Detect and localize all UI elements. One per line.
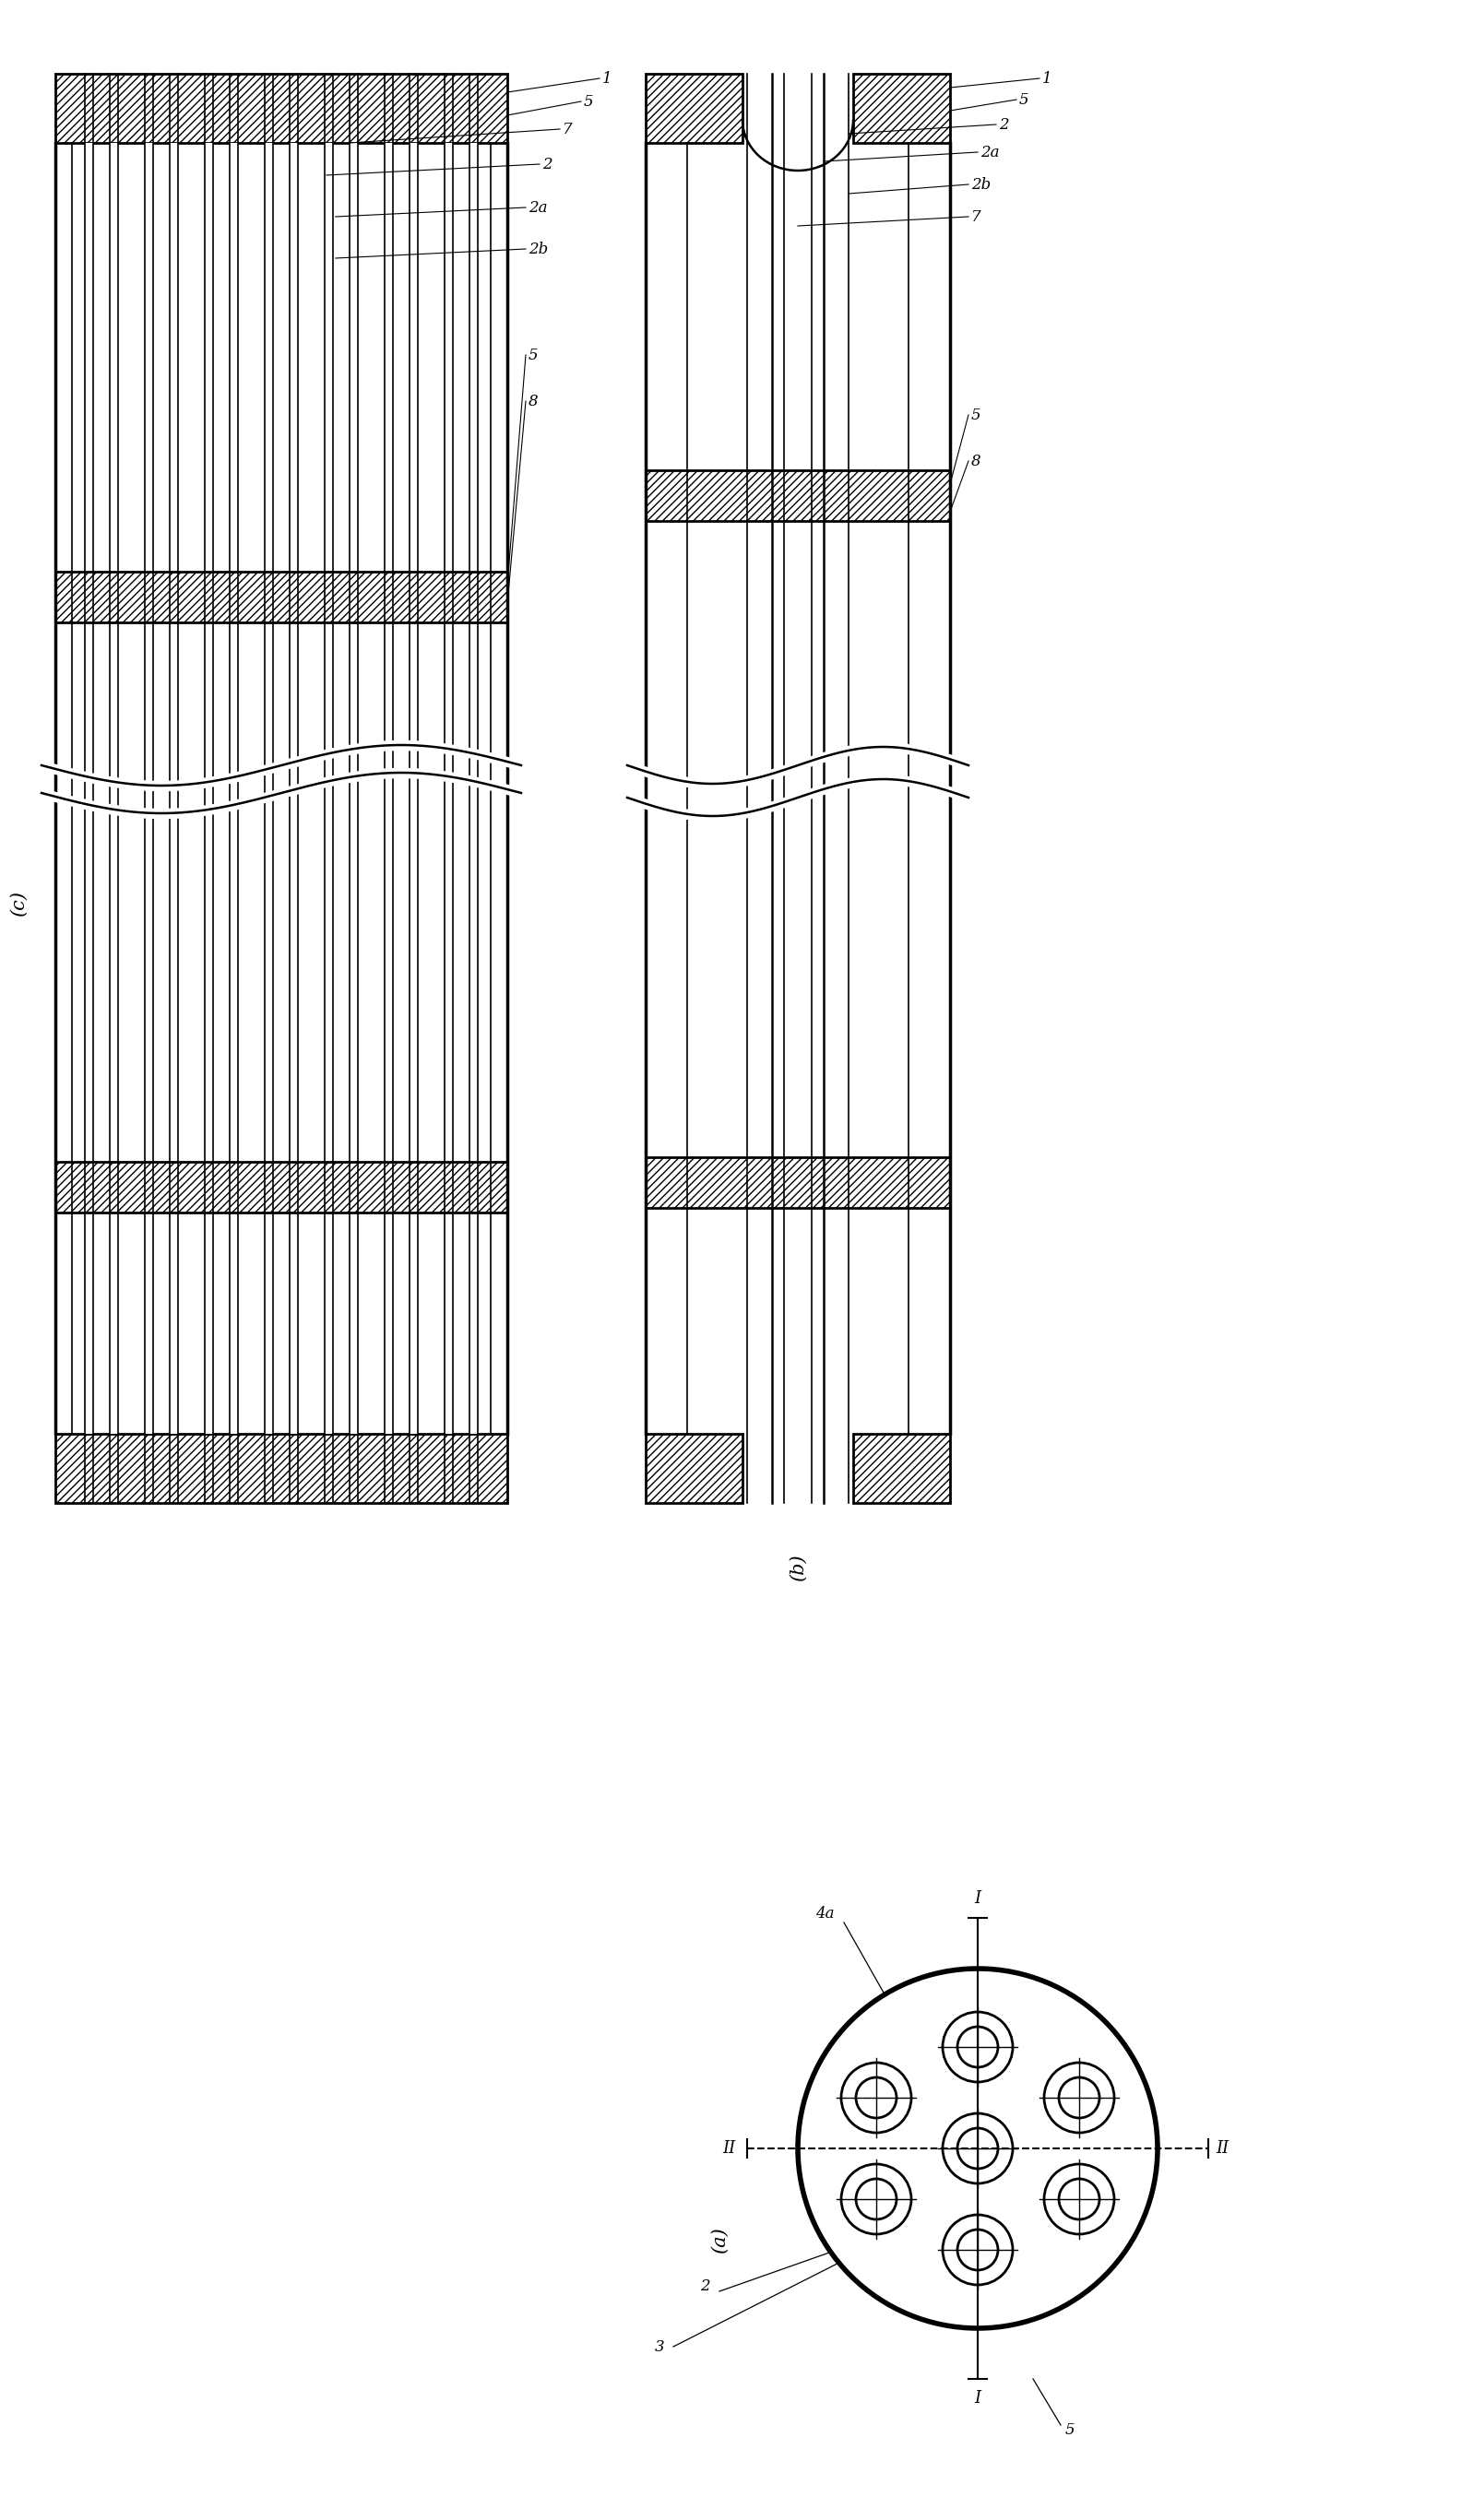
Text: 5: 5 <box>583 93 594 108</box>
Bar <box>144 144 153 1434</box>
Circle shape <box>841 2165 912 2235</box>
Circle shape <box>856 2076 897 2117</box>
Circle shape <box>943 2215 1013 2286</box>
Bar <box>645 1434 742 1502</box>
Text: 2a: 2a <box>981 144 999 159</box>
Bar <box>384 144 393 1434</box>
Text: 8: 8 <box>529 393 538 408</box>
Bar <box>230 144 239 1434</box>
Text: 8: 8 <box>971 454 981 469</box>
Text: 2b: 2b <box>971 176 991 192</box>
Text: 7: 7 <box>971 209 981 224</box>
Text: 2: 2 <box>701 2278 710 2296</box>
Circle shape <box>798 1968 1158 2328</box>
Bar <box>324 144 333 1434</box>
Bar <box>823 144 848 1434</box>
Text: (a): (a) <box>710 2228 728 2253</box>
Circle shape <box>841 2064 912 2132</box>
Text: 2: 2 <box>542 156 552 171</box>
Bar <box>853 73 950 144</box>
Bar <box>747 144 772 1434</box>
Circle shape <box>1044 2165 1114 2235</box>
Circle shape <box>1059 2076 1099 2117</box>
Bar <box>56 572 507 622</box>
Bar <box>409 144 417 1434</box>
Bar <box>56 1434 507 1502</box>
Bar <box>290 144 298 1434</box>
Circle shape <box>957 2127 999 2170</box>
Text: II: II <box>1215 2139 1228 2157</box>
Circle shape <box>1059 2180 1099 2220</box>
Text: 2a: 2a <box>529 199 548 214</box>
Bar <box>853 1434 950 1502</box>
Text: 1: 1 <box>602 71 613 86</box>
Bar <box>645 471 950 522</box>
Circle shape <box>856 2180 897 2220</box>
Text: 2: 2 <box>999 116 1009 134</box>
Text: 5: 5 <box>1065 2422 1075 2437</box>
Bar <box>110 144 118 1434</box>
Bar <box>468 144 477 1434</box>
Bar <box>645 1157 950 1207</box>
Bar <box>56 73 507 144</box>
Bar <box>169 144 178 1434</box>
Circle shape <box>957 2230 999 2271</box>
Bar <box>645 73 742 144</box>
Bar <box>445 144 452 1434</box>
Text: 5: 5 <box>529 348 538 363</box>
Circle shape <box>957 2026 999 2066</box>
Circle shape <box>1044 2064 1114 2132</box>
Bar <box>349 144 358 1434</box>
Circle shape <box>943 2114 1013 2182</box>
Text: 3: 3 <box>654 2339 664 2354</box>
Bar <box>56 1162 507 1212</box>
Text: II: II <box>723 2139 736 2157</box>
Bar <box>265 144 273 1434</box>
Text: I: I <box>975 2389 981 2407</box>
Text: I: I <box>975 1890 981 1908</box>
Text: 2b: 2b <box>529 242 548 257</box>
Circle shape <box>943 2011 1013 2082</box>
Bar <box>85 144 94 1434</box>
Text: 5: 5 <box>971 408 981 423</box>
Bar <box>205 144 214 1434</box>
Text: (c): (c) <box>10 890 27 917</box>
Text: 1: 1 <box>1043 71 1052 86</box>
Text: (b): (b) <box>790 1555 807 1580</box>
Text: 4a: 4a <box>816 1905 835 1920</box>
Text: 7: 7 <box>563 121 573 136</box>
Text: 5: 5 <box>1019 91 1030 108</box>
